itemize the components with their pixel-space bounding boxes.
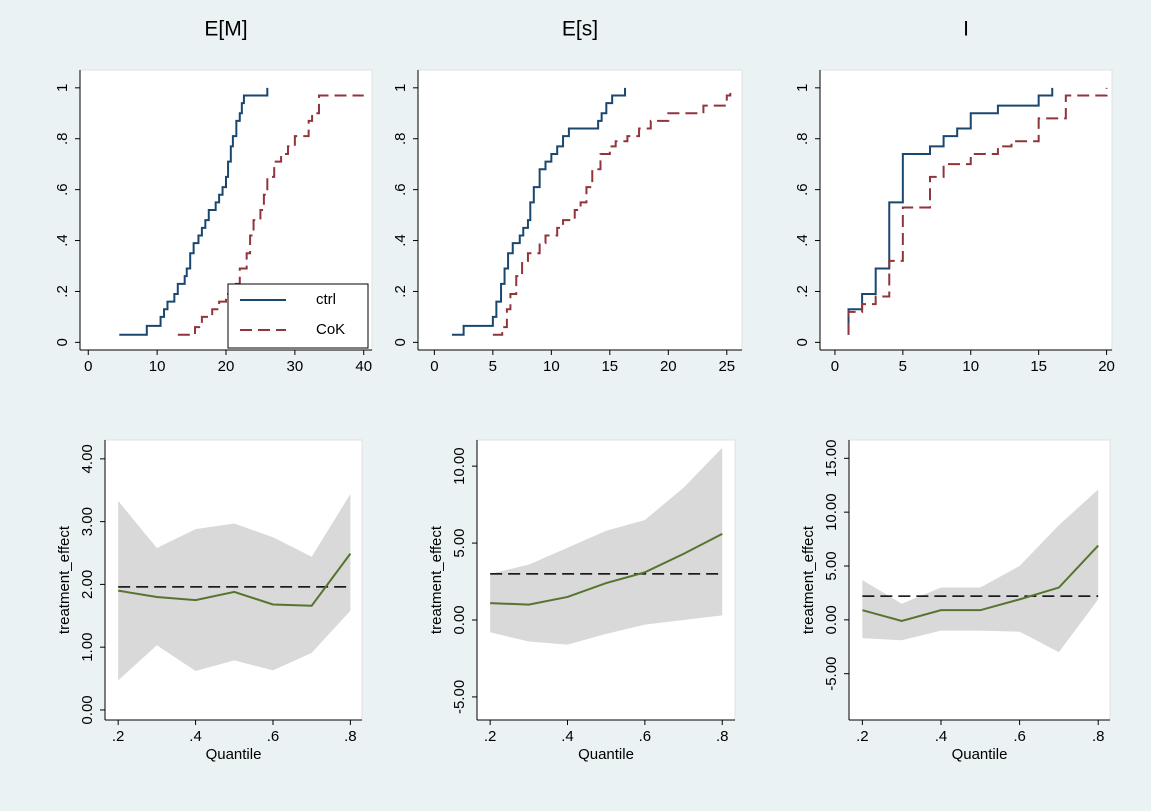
estimate-line <box>862 544 1099 622</box>
legend-label: ctrl <box>316 291 336 308</box>
y-tick-label: .2 <box>54 285 71 298</box>
y-tick-label: 0.00 <box>823 605 840 634</box>
estimate-line <box>117 553 352 607</box>
y-tick-label: 15.00 <box>823 440 840 478</box>
x-tick-label: 20 <box>1098 358 1115 375</box>
x-tick-label: 10 <box>149 358 166 375</box>
y-tick-label: .4 <box>794 234 811 247</box>
y-tick-label: 3.00 <box>79 507 96 536</box>
x-tick-label: .4 <box>561 728 574 745</box>
y-tick-label: 5.00 <box>451 528 468 557</box>
x-tick-label: .2 <box>112 728 125 745</box>
x-tick-label: .4 <box>189 728 202 745</box>
x-axis-title: Quantile <box>206 746 262 763</box>
x-tick-label: 15 <box>601 358 618 375</box>
y-tick-label: .4 <box>392 234 409 247</box>
x-tick-label: .8 <box>716 728 729 745</box>
y-tick-label: .8 <box>54 132 71 145</box>
x-tick-label: .8 <box>344 728 357 745</box>
x-tick-label: 0 <box>430 358 438 375</box>
x-tick-label: .6 <box>267 728 280 745</box>
y-axis-title: treatment_effect <box>428 525 445 634</box>
x-tick-label: 30 <box>287 358 304 375</box>
x-tick-label: 5 <box>899 358 907 375</box>
y-tick-label: 5.00 <box>823 551 840 580</box>
y-tick-label: 0.00 <box>79 695 96 724</box>
panel-title: I <box>963 18 969 41</box>
confidence-band <box>490 447 723 645</box>
x-tick-label: .6 <box>1013 728 1026 745</box>
estimate-line <box>490 532 723 606</box>
y-tick-label: 1 <box>54 84 71 92</box>
legend-box <box>227 283 369 349</box>
x-tick-label: .8 <box>1092 728 1105 745</box>
y-tick-label: .6 <box>392 183 409 196</box>
y-tick-label: 4.00 <box>79 444 96 473</box>
y-tick-label: 10.00 <box>451 447 468 485</box>
cdf-line <box>492 92 732 336</box>
y-tick-label: .8 <box>794 132 811 145</box>
y-tick-label: .2 <box>794 285 811 298</box>
x-tick-label: 0 <box>84 358 92 375</box>
cdf-line <box>847 87 1108 335</box>
y-tick-label: -5.00 <box>823 657 840 691</box>
x-tick-label: .2 <box>856 728 869 745</box>
panel-title: E[M] <box>204 18 247 41</box>
x-axis-title: Quantile <box>952 746 1008 763</box>
plot-area <box>819 69 1113 351</box>
y-tick-label: .2 <box>392 285 409 298</box>
x-tick-label: 20 <box>218 358 235 375</box>
y-tick-label: 0 <box>794 338 811 346</box>
x-tick-label: 10 <box>543 358 560 375</box>
x-tick-label: 15 <box>1030 358 1047 375</box>
cdf-line <box>451 87 627 336</box>
y-tick-label: 0.00 <box>451 605 468 634</box>
x-tick-label: 25 <box>718 358 735 375</box>
y-tick-label: 2.00 <box>79 570 96 599</box>
x-tick-label: .4 <box>935 728 948 745</box>
legend-label: CoK <box>316 321 345 338</box>
confidence-band <box>862 489 1099 653</box>
y-tick-label: 10.00 <box>823 493 840 531</box>
y-tick-label: -5.00 <box>451 680 468 714</box>
y-tick-label: 1 <box>794 84 811 92</box>
x-tick-label: .6 <box>639 728 652 745</box>
y-tick-label: .6 <box>54 183 71 196</box>
y-axis-title: treatment_effect <box>56 525 73 634</box>
y-tick-label: 1 <box>392 84 409 92</box>
x-tick-label: 5 <box>489 358 497 375</box>
cdf-line <box>119 87 269 336</box>
x-tick-label: 40 <box>355 358 372 375</box>
x-tick-label: 0 <box>831 358 839 375</box>
y-axis-title: treatment_effect <box>800 525 817 634</box>
x-axis-title: Quantile <box>578 746 634 763</box>
cdf-line <box>177 94 364 336</box>
y-tick-label: .4 <box>54 234 71 247</box>
y-tick-label: .6 <box>794 183 811 196</box>
x-tick-label: .2 <box>484 728 497 745</box>
y-tick-label: 0 <box>54 338 71 346</box>
x-tick-label: 20 <box>660 358 677 375</box>
y-tick-label: 1.00 <box>79 633 96 662</box>
x-tick-label: 10 <box>962 358 979 375</box>
panel-title: E[s] <box>562 18 598 41</box>
cdf-line <box>847 87 1054 335</box>
y-tick-label: 0 <box>392 338 409 346</box>
y-tick-label: .8 <box>392 132 409 145</box>
plot-area <box>417 69 743 351</box>
